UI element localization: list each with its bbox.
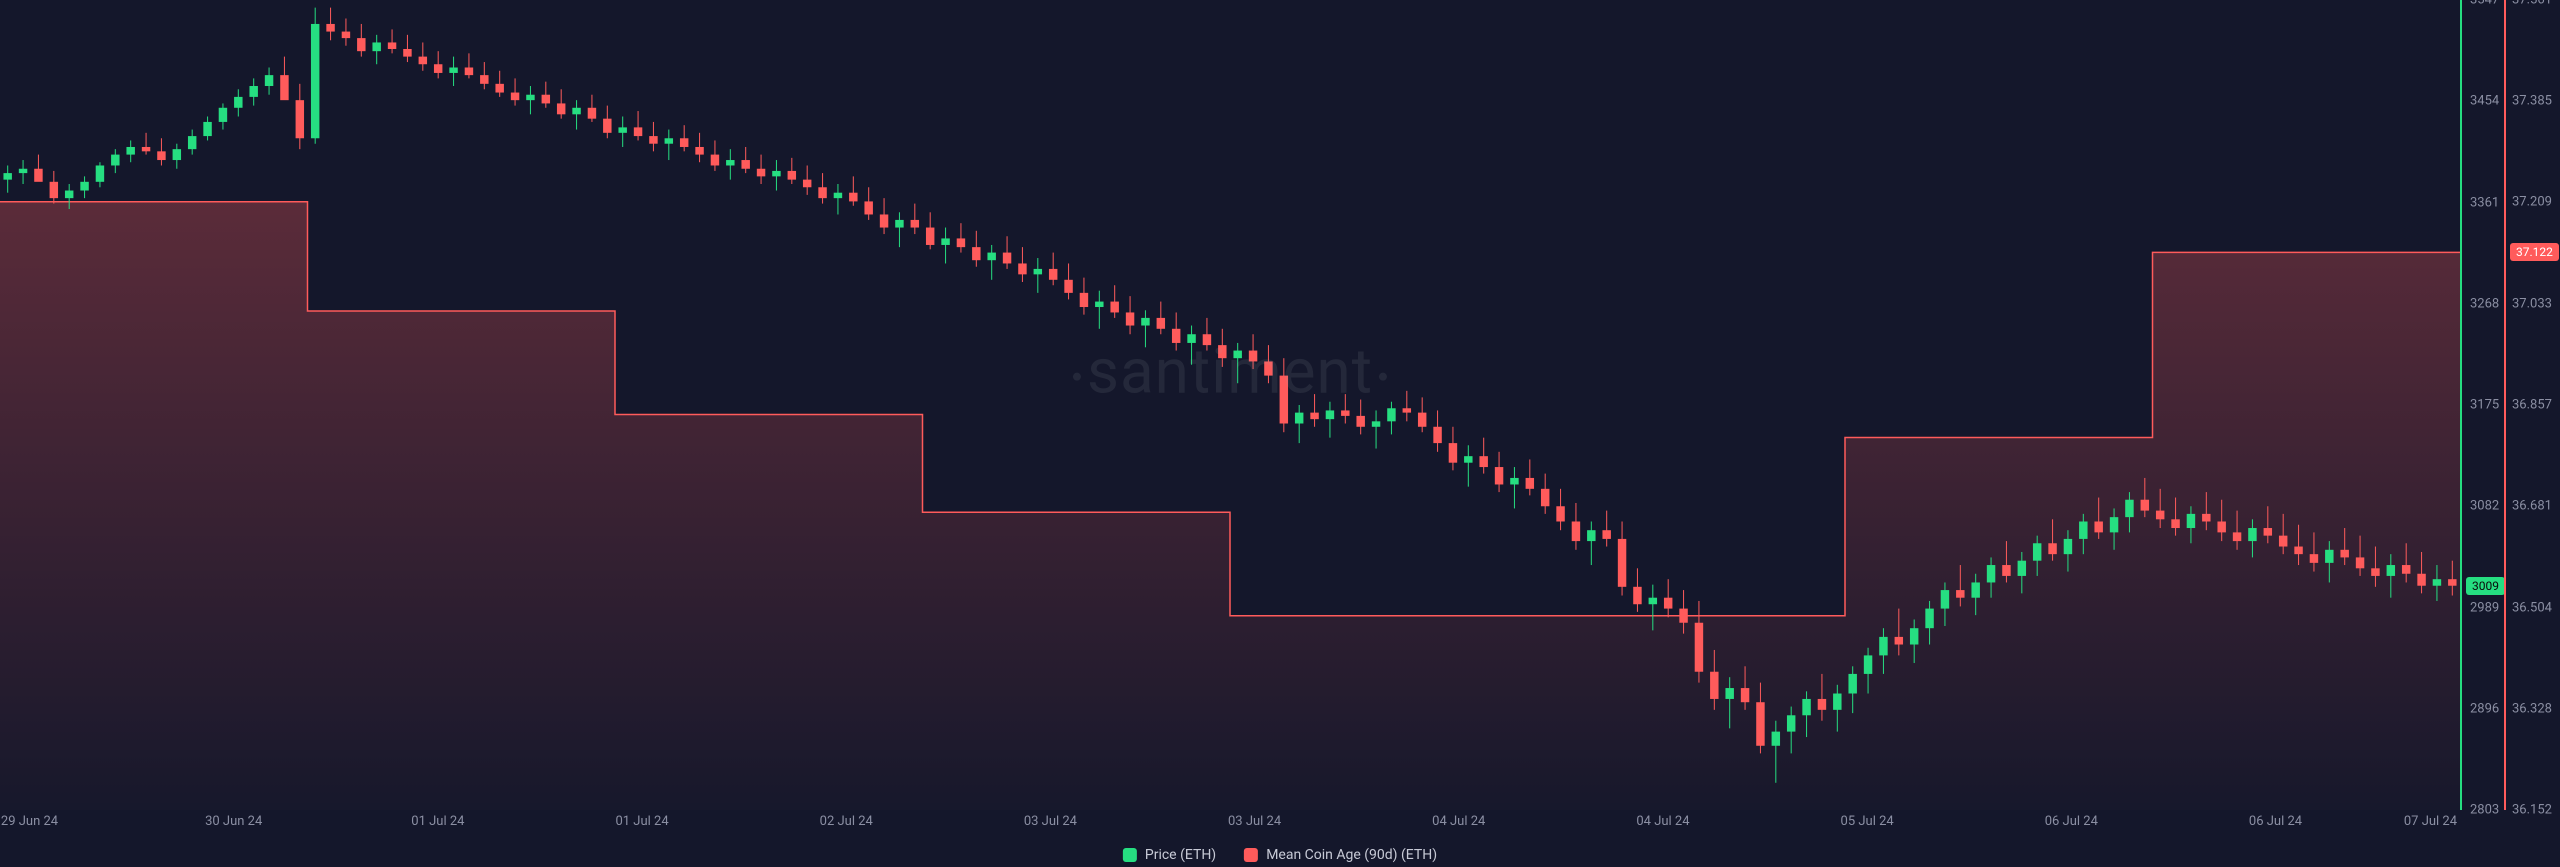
x-tick: 05 Jul 24	[1841, 814, 1894, 829]
y-tick-price: 2989	[2470, 600, 2499, 615]
x-tick: 03 Jul 24	[1024, 814, 1077, 829]
plot-area[interactable]: santiment	[0, 0, 2460, 810]
y-tick-price: 3175	[2470, 398, 2499, 413]
legend-item-price[interactable]: Price (ETH)	[1123, 847, 1216, 863]
legend-label: Price (ETH)	[1145, 847, 1216, 863]
y-tick-mca: 36.857	[2512, 397, 2552, 412]
legend-swatch-mca	[1244, 848, 1258, 862]
y-tick-mca: 37.385	[2512, 94, 2552, 109]
x-tick: 01 Jul 24	[411, 814, 464, 829]
y-tick-mca: 36.504	[2512, 600, 2552, 615]
y-tick-mca: 36.328	[2512, 701, 2552, 716]
y-tick-price: 2896	[2470, 701, 2499, 716]
current-mca-badge: 37.122	[2510, 243, 2559, 261]
legend: Price (ETH) Mean Coin Age (90d) (ETH)	[1123, 847, 1437, 863]
legend-label: Mean Coin Age (90d) (ETH)	[1266, 847, 1437, 863]
y-tick-price: 3454	[2470, 94, 2499, 109]
y-tick-price: 3268	[2470, 296, 2499, 311]
y-tick-mca: 37.033	[2512, 296, 2552, 311]
y-tick-price: 3082	[2470, 499, 2499, 514]
y-tick-mca: 36.152	[2512, 803, 2552, 818]
legend-item-mca[interactable]: Mean Coin Age (90d) (ETH)	[1244, 847, 1437, 863]
chart-container: santiment 3547 3454 3361 3268 3175 3082 2989 28…	[0, 0, 2560, 867]
y-axis-mca: 37.561 37.385 37.209 37.033 36.857 36.681 36.5…	[2504, 0, 2560, 810]
x-tick: 02 Jul 24	[820, 814, 873, 829]
chart-svg	[0, 0, 2460, 810]
x-tick: 30 Jun 24	[205, 814, 262, 829]
y-tick-price: 2803	[2470, 803, 2499, 818]
current-price-badge: 3009	[2466, 577, 2505, 595]
y-tick-price: 3361	[2470, 195, 2499, 210]
x-tick: 29 Jun 24	[1, 814, 58, 829]
y-tick-mca: 37.561	[2512, 0, 2552, 8]
x-tick: 01 Jul 24	[615, 814, 668, 829]
x-tick: 06 Jul 24	[2249, 814, 2302, 829]
x-tick: 04 Jul 24	[1636, 814, 1689, 829]
y-tick-mca: 36.681	[2512, 498, 2552, 513]
x-tick: 03 Jul 24	[1228, 814, 1281, 829]
y-tick-price: 3547	[2470, 0, 2499, 8]
x-tick: 06 Jul 24	[2045, 814, 2098, 829]
y-tick-mca: 37.209	[2512, 195, 2552, 210]
mean-coin-age-series	[0, 202, 2460, 810]
x-axis-time: 29 Jun 24 30 Jun 24 01 Jul 24 01 Jul 24 02 J…	[0, 810, 2460, 835]
x-tick: 07 Jul 24	[2404, 814, 2457, 829]
legend-swatch-price	[1123, 848, 1137, 862]
y-axis-price: 3547345433613268317530822989289628033009	[2460, 0, 2502, 810]
x-tick: 04 Jul 24	[1432, 814, 1485, 829]
